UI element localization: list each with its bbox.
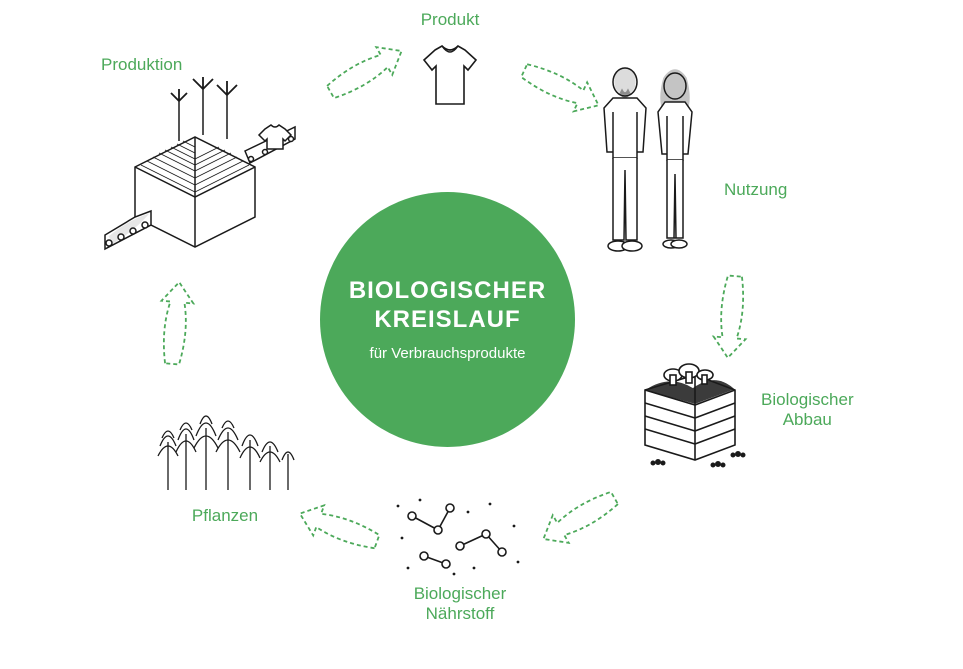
molecules-icon <box>390 490 530 580</box>
node-abbau: Biologischer Abbau <box>625 345 875 475</box>
factory-icon <box>95 77 315 267</box>
label-naehrstoff: Biologischer Nährstoff <box>414 584 507 625</box>
node-nutzung: Nutzung <box>580 60 810 270</box>
node-produktion: Produktion <box>95 55 355 267</box>
tshirt-icon <box>410 36 490 116</box>
node-naehrstoff: Biologischer Nährstoff <box>380 490 540 625</box>
label-produktion: Produktion <box>101 55 182 75</box>
node-produkt: Produkt <box>400 10 500 116</box>
label-naehrstoff-1: Biologischer <box>414 584 507 603</box>
center-circle: BIOLOGISCHER KREISLAUF für Verbrauchspro… <box>320 192 575 447</box>
trees-icon <box>150 390 300 500</box>
label-nutzung: Nutzung <box>724 180 787 200</box>
people-icon <box>580 60 720 270</box>
label-produkt: Produkt <box>421 10 480 30</box>
label-abbau: Biologischer Abbau <box>761 390 854 431</box>
label-abbau-2: Abbau <box>783 410 832 429</box>
label-abbau-1: Biologischer <box>761 390 854 409</box>
center-title-line2: KREISLAUF <box>374 306 520 335</box>
compost-icon <box>625 345 755 475</box>
label-pflanzen: Pflanzen <box>192 506 258 526</box>
center-title-line1: BIOLOGISCHER <box>349 277 546 306</box>
center-subtitle: für Verbrauchsprodukte <box>370 345 526 362</box>
label-naehrstoff-2: Nährstoff <box>426 604 495 623</box>
node-pflanzen: Pflanzen <box>150 390 300 526</box>
